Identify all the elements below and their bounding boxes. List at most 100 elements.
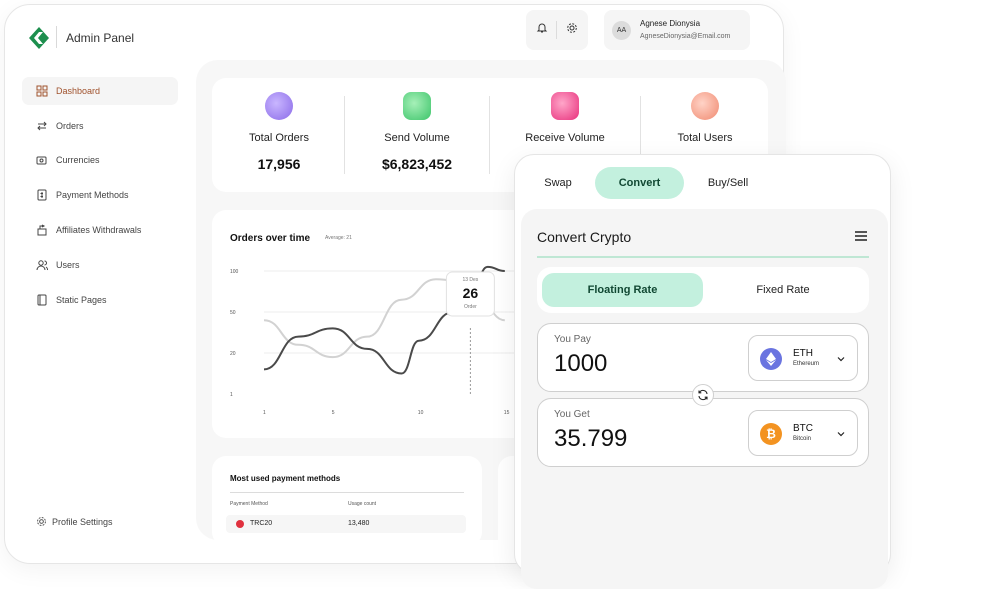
chevron-down-icon: [837, 357, 845, 362]
sidebar-item-label: Orders: [56, 121, 84, 131]
stat-label: Total Users: [677, 132, 733, 144]
chart-title: Orders over time: [230, 233, 311, 244]
x-tick-label: 10: [418, 410, 424, 416]
sidebar-item-label: Affiliates Withdrawals: [56, 225, 142, 235]
get-coin-name: Bitcoin: [793, 436, 812, 442]
bell-icon[interactable]: [536, 21, 548, 39]
stat-label: Receive Volume: [525, 132, 605, 144]
floating-rate-option[interactable]: Floating Rate: [542, 273, 703, 307]
tab-swap[interactable]: Swap: [544, 177, 572, 189]
swap-direction-button[interactable]: [692, 384, 714, 406]
stat-label: Send Volume: [384, 132, 450, 144]
sidebar-item-orders[interactable]: Orders: [22, 112, 178, 140]
tooltip-value: 26: [463, 285, 479, 301]
chevron-down-icon: [837, 432, 845, 437]
tab-convert[interactable]: Convert: [595, 167, 684, 199]
orders-stat-icon: [265, 92, 293, 120]
ethereum-icon: [760, 348, 782, 370]
refresh-icon: [698, 389, 708, 401]
sidebar-item-static-pages[interactable]: Static Pages: [22, 286, 178, 314]
send-volume-icon: [403, 92, 431, 120]
convert-widget: Swap Convert Buy/Sell Convert Crypto Flo…: [514, 154, 891, 589]
pay-coin-symbol: ETH: [793, 348, 813, 359]
user-menu[interactable]: AA Agnese Dionysia AgneseDionysia@Email.…: [604, 10, 750, 50]
sidebar-item-label: Static Pages: [56, 295, 107, 305]
stat-value: $6,823,452: [381, 156, 453, 172]
y-tick-label: 20: [230, 351, 236, 357]
gear-icon: [36, 516, 47, 527]
stat-divider: [344, 96, 345, 174]
you-pay-amount[interactable]: 1000: [554, 350, 608, 377]
y-tick-label: 50: [230, 310, 236, 316]
you-pay-label: You Pay: [554, 334, 591, 345]
arrows-icon: [36, 120, 48, 132]
you-get-label: You Get: [554, 409, 590, 420]
header-divider: [556, 21, 558, 39]
x-tick-label: 1: [263, 410, 266, 416]
receive-volume-icon: [551, 92, 579, 120]
trc20-icon: [236, 520, 244, 528]
col-header-count: Usage count: [348, 501, 377, 507]
withdraw-icon: [36, 224, 48, 236]
sidebar-item-label: Dashboard: [56, 86, 101, 96]
tooltip-label: Order: [464, 304, 477, 310]
sidebar-item-payment-methods[interactable]: Payment Methods: [22, 181, 178, 209]
tooltip-box: [445, 271, 495, 317]
sidebar-item-label: Payment Methods: [56, 190, 129, 200]
stat-value: 17,956: [257, 156, 301, 172]
you-pay-field: You Pay 1000 ETH Ethereum: [537, 323, 869, 392]
convert-title: Convert Crypto: [537, 229, 632, 245]
y-tick-label: 1: [230, 392, 233, 398]
profile-settings-link[interactable]: Profile Settings: [36, 516, 113, 527]
users-icon: [36, 259, 48, 271]
chart-subtitle: Average: 21: [325, 235, 352, 241]
payment-methods-card: Most used payment methods Payment Method…: [212, 456, 482, 546]
sidebar-item-affiliates-withdrawals[interactable]: Affiliates Withdrawals: [22, 216, 178, 244]
stat-send-volume: Send Volume $6,823,452: [352, 78, 482, 192]
pay-coin-name: Ethereum: [793, 361, 820, 367]
sidebar-item-currencies[interactable]: Currencies: [22, 146, 178, 174]
y-tick-label: 100: [230, 269, 239, 275]
stat-total-orders: Total Orders 17,956: [214, 78, 344, 192]
logo-divider: [56, 26, 57, 48]
gear-icon[interactable]: [566, 21, 578, 39]
sidebar-item-dashboard[interactable]: Dashboard: [22, 77, 178, 105]
profile-settings-label: Profile Settings: [52, 516, 113, 527]
payments-title: Most used payment methods: [230, 474, 341, 483]
get-coin-symbol: BTC: [793, 423, 813, 434]
menu-icon[interactable]: [854, 230, 868, 242]
stat-receive-volume: Receive Volume: [500, 78, 630, 192]
user-email: AgneseDionysia@Email.com: [640, 33, 731, 40]
user-name: Agnese Dionysia: [640, 19, 701, 28]
table-row[interactable]: TRC20 13,480: [226, 515, 466, 533]
col-header-method: Payment Method: [230, 501, 268, 507]
rate-toggle: Floating Rate Fixed Rate: [537, 267, 869, 313]
you-get-amount: 35.799: [554, 425, 628, 452]
orders-chart-card: Orders over time Average: 21 100 50 20 1 1 5 1…: [212, 210, 532, 438]
get-currency-select[interactable]: ₿ BTC Bitcoin: [748, 410, 858, 456]
dashboard-icon: [36, 85, 48, 97]
header-actions: [526, 10, 588, 50]
stat-divider: [489, 96, 490, 174]
payments-divider: [230, 492, 464, 493]
tab-buy-sell[interactable]: Buy/Sell: [707, 177, 749, 189]
stat-total-users: Total Users: [640, 78, 770, 192]
sidebar-item-users[interactable]: Users: [22, 251, 178, 279]
title-underline: [537, 256, 869, 258]
bitcoin-icon: ₿: [760, 423, 782, 445]
tooltip-date: 13 Des: [462, 277, 478, 283]
sidebar-item-label: Users: [56, 260, 80, 270]
avatar: AA: [612, 21, 631, 40]
logo-icon: [29, 27, 49, 49]
payment-usage-count: 13,480: [348, 520, 370, 527]
currency-icon: [36, 154, 48, 166]
x-tick-label: 5: [332, 410, 335, 416]
pay-currency-select[interactable]: ETH Ethereum: [748, 335, 858, 381]
x-tick-label: 15: [504, 410, 510, 416]
app-title: Admin Panel: [66, 31, 135, 45]
pages-icon: [36, 294, 48, 306]
stat-label: Total Orders: [249, 132, 309, 144]
fixed-rate-option[interactable]: Fixed Rate: [756, 284, 810, 296]
payment-icon: [36, 189, 48, 201]
